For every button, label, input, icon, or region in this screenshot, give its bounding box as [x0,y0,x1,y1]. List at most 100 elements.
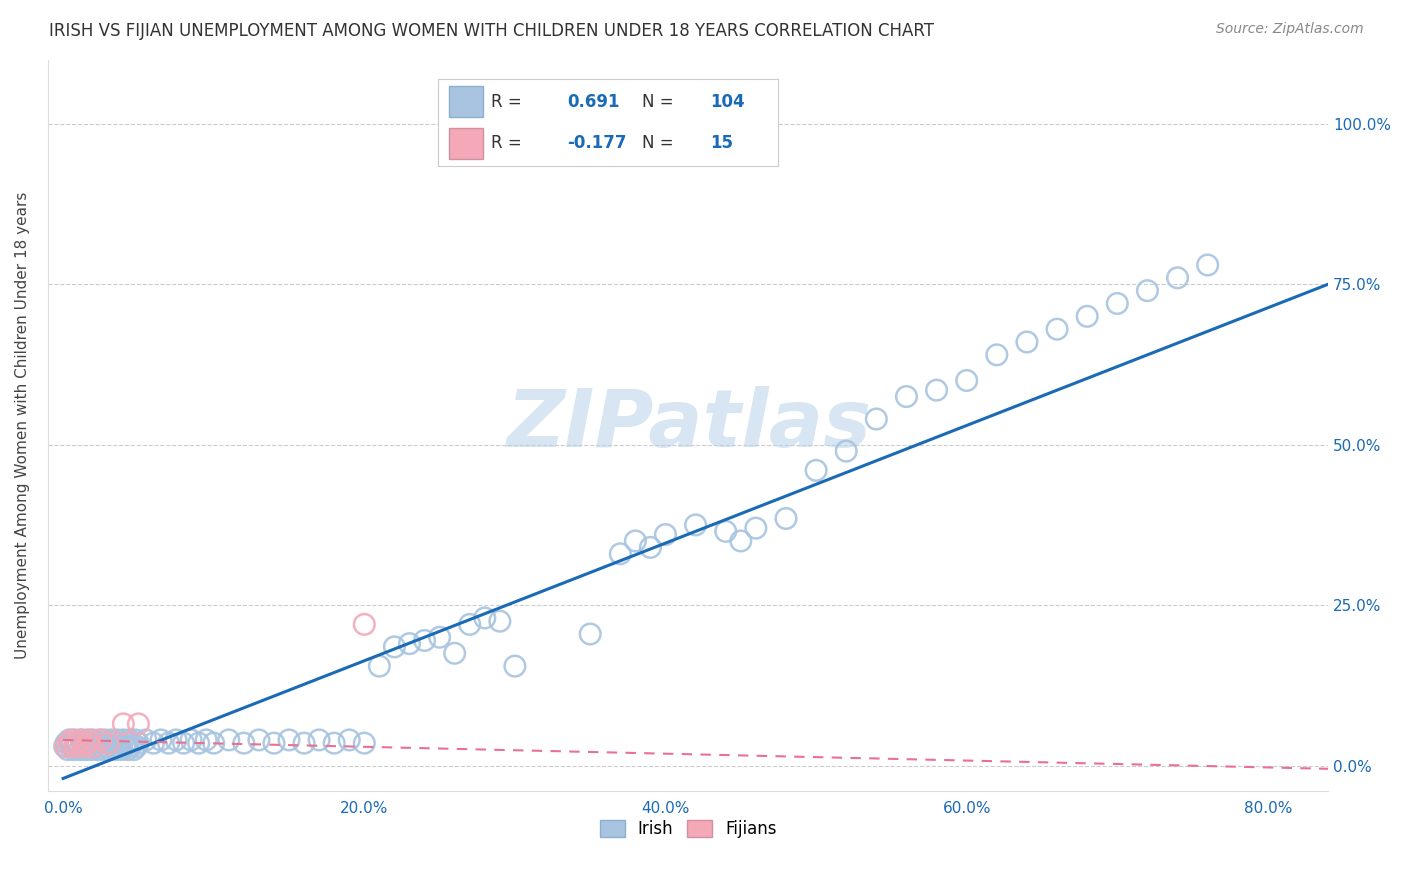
Point [75,742,97,756]
Legend: Irish, Fijians: Irish, Fijians [593,814,783,845]
Point [83,739,105,754]
Point [337,733,360,747]
Point [67,736,90,750]
Point [59,739,82,754]
Y-axis label: Unemployment Among Women with Children Under 18 years: Unemployment Among Women with Children U… [15,192,30,659]
Point [93,742,115,756]
Point [624,533,647,548]
Point [247,733,270,747]
Point [114,739,136,754]
Point [714,524,737,539]
Point [195,733,218,747]
Point [97,736,120,750]
Point [308,733,330,747]
Point [986,348,1008,362]
Point [111,742,134,756]
Point [70,733,93,747]
Point [925,383,948,397]
Point [429,630,451,644]
Text: IRISH VS FIJIAN UNEMPLOYMENT AMONG WOMEN WITH CHILDREN UNDER 18 YEARS CORRELATIO: IRISH VS FIJIAN UNEMPLOYMENT AMONG WOMEN… [49,22,934,40]
Point [118,733,141,747]
Point [112,733,135,747]
Point [1167,270,1189,285]
Point [218,733,240,747]
Point [94,733,117,747]
Point [120,739,142,754]
Point [353,736,375,750]
Point [76,733,98,747]
Point [278,733,301,747]
Point [292,736,315,750]
Point [55,736,77,750]
Point [1046,322,1069,336]
Point [117,742,139,756]
Point [53,739,76,754]
Point [79,736,101,750]
Point [58,733,80,747]
Point [70,733,93,747]
Point [72,739,94,754]
Point [110,736,132,750]
Point [353,617,375,632]
Point [60,736,83,750]
Point [122,742,145,756]
Point [413,633,436,648]
Point [89,733,111,747]
Point [108,739,131,754]
Point [489,614,512,628]
Point [55,739,77,754]
Point [87,742,110,756]
Point [368,659,391,673]
Point [202,736,225,750]
Point [443,646,465,660]
Point [125,739,148,754]
Point [98,742,121,756]
Point [474,611,496,625]
Point [90,739,112,754]
Point [1197,258,1219,272]
Point [503,659,526,673]
Point [63,733,86,747]
Point [745,521,768,535]
Text: Source: ZipAtlas.com: Source: ZipAtlas.com [1216,22,1364,37]
Point [115,736,138,750]
Point [91,736,114,750]
Point [956,374,979,388]
Point [135,733,157,747]
Point [79,733,101,747]
Point [685,517,707,532]
Point [150,733,173,747]
Point [62,742,84,756]
Point [82,733,104,747]
Point [121,736,143,750]
Point [157,736,180,750]
Point [90,733,112,747]
Point [173,736,195,750]
Point [112,717,135,731]
Point [67,736,90,750]
Point [84,736,107,750]
Point [1076,310,1098,324]
Point [63,739,86,754]
Point [654,527,676,541]
Point [232,736,254,750]
Point [73,739,96,754]
Point [104,742,127,756]
Point [100,733,122,747]
Point [97,736,120,750]
Point [865,412,887,426]
Point [398,637,420,651]
Point [69,742,91,756]
Point [1015,334,1038,349]
Point [165,733,187,747]
Point [458,617,481,632]
Point [105,733,128,747]
Point [775,511,797,525]
Point [730,533,752,548]
Text: ZIPatlas: ZIPatlas [506,386,870,465]
Point [73,736,96,750]
Point [323,736,346,750]
Point [142,736,165,750]
Point [263,736,285,750]
Point [66,739,89,754]
